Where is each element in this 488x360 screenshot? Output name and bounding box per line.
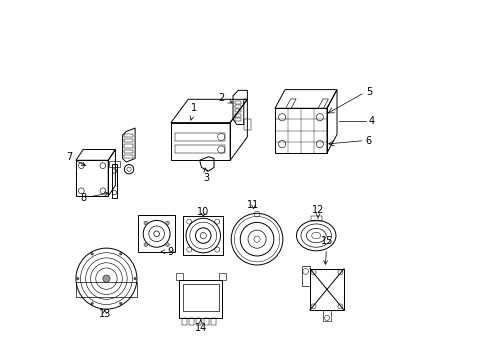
Text: 7: 7	[66, 152, 85, 166]
Bar	[234, 105, 241, 108]
Circle shape	[102, 275, 110, 282]
Bar	[124, 144, 133, 148]
Bar	[112, 164, 117, 198]
Bar	[210, 318, 215, 324]
Text: 6: 6	[365, 136, 371, 145]
Bar	[124, 150, 133, 153]
Text: 2: 2	[218, 93, 232, 103]
Bar	[302, 266, 309, 286]
Bar	[234, 114, 241, 117]
Bar	[234, 101, 241, 104]
Bar	[183, 284, 218, 311]
Text: 9: 9	[161, 247, 173, 257]
Text: 1: 1	[190, 103, 197, 120]
Circle shape	[119, 253, 122, 255]
Circle shape	[165, 221, 169, 225]
Circle shape	[143, 243, 147, 247]
Circle shape	[77, 278, 79, 280]
Text: 12: 12	[311, 206, 324, 218]
Bar	[309, 269, 344, 310]
Bar	[182, 318, 187, 324]
Text: 4: 4	[367, 116, 374, 126]
Text: 13: 13	[98, 310, 111, 319]
Bar	[124, 139, 133, 142]
Text: 8: 8	[81, 192, 108, 203]
Text: 11: 11	[247, 200, 259, 210]
Bar	[234, 118, 241, 121]
Bar	[109, 161, 120, 167]
Bar	[174, 133, 224, 140]
Text: 10: 10	[197, 207, 209, 217]
Bar	[124, 134, 133, 137]
Circle shape	[143, 221, 147, 225]
Bar	[203, 318, 208, 324]
Text: 14: 14	[194, 320, 206, 333]
Text: 3: 3	[203, 168, 209, 183]
Bar	[196, 318, 201, 324]
Bar	[189, 318, 194, 324]
Bar	[323, 310, 330, 321]
Circle shape	[91, 253, 93, 255]
Text: 5: 5	[365, 87, 371, 98]
Circle shape	[119, 302, 122, 305]
Bar	[244, 119, 250, 130]
Bar	[124, 155, 133, 158]
Bar	[234, 109, 241, 112]
Text: 15: 15	[320, 236, 332, 264]
Circle shape	[165, 243, 169, 247]
Bar	[179, 280, 222, 318]
Bar	[310, 216, 321, 221]
Circle shape	[91, 302, 93, 305]
Bar	[174, 145, 224, 153]
Circle shape	[134, 278, 136, 280]
